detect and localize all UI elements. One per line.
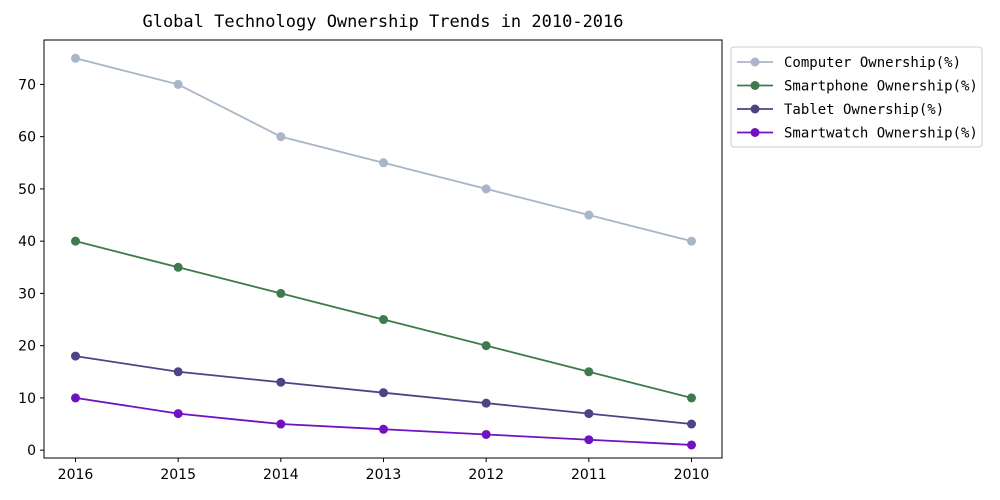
legend-item: Tablet Ownership(%) (737, 102, 944, 118)
legend: Computer Ownership(%) Smartphone Ownershi… (730, 46, 983, 148)
x-tick-label: 2010 (674, 467, 710, 483)
data-point (687, 440, 696, 450)
data-point (481, 184, 491, 194)
x-axis: 2016 2015 2014 2013 2012 2011 2010 (58, 458, 710, 483)
legend-marker (750, 57, 760, 67)
series-line (75, 397, 692, 446)
legend-item: Smartwatch Ownership(%) (737, 126, 978, 142)
data-point (173, 409, 183, 419)
data-point (481, 398, 491, 408)
y-tick-label: 60 (18, 130, 36, 146)
y-tick-label: 0 (27, 443, 36, 459)
legend-label: Smartphone Ownership(%) (784, 79, 978, 95)
data-point (276, 377, 286, 387)
series-2 (71, 236, 696, 403)
data-point (276, 419, 286, 429)
series-1 (71, 53, 696, 246)
chart-title: Global Technology Ownership Trends in 20… (142, 12, 624, 32)
data-point (276, 288, 286, 298)
x-tick-label: 2013 (366, 467, 402, 483)
data-point (481, 429, 491, 439)
series-4 (71, 393, 696, 450)
legend-label: Computer Ownership(%) (784, 55, 961, 71)
data-point (173, 367, 183, 377)
data-point (71, 351, 80, 361)
y-axis: 0 10 20 30 40 50 60 70 (18, 77, 44, 459)
x-tick-label: 2012 (468, 467, 504, 483)
data-point (276, 132, 286, 142)
legend-marker (750, 128, 760, 137)
data-point (481, 341, 491, 351)
data-point (71, 53, 80, 63)
legend-item: Computer Ownership(%) (737, 55, 961, 71)
data-point (379, 158, 388, 168)
y-tick-label: 20 (18, 339, 36, 355)
legend-marker (750, 81, 760, 90)
legend-label: Tablet Ownership(%) (784, 102, 944, 118)
data-point (379, 388, 388, 398)
y-tick-label: 40 (18, 234, 36, 250)
data-point (584, 367, 594, 377)
x-tick-label: 2016 (58, 467, 94, 483)
data-point (173, 262, 183, 272)
data-point (584, 435, 594, 445)
x-tick-label: 2015 (160, 467, 196, 483)
series-line (75, 57, 692, 243)
data-point (687, 393, 696, 403)
data-point (71, 236, 80, 246)
data-point (584, 210, 594, 220)
series-layer (71, 53, 696, 450)
data-point (584, 409, 594, 419)
legend-label: Smartwatch Ownership(%) (784, 126, 978, 142)
data-point (687, 419, 696, 429)
data-point (379, 315, 388, 325)
y-tick-label: 10 (18, 391, 36, 407)
x-tick-label: 2014 (263, 467, 299, 483)
data-point (687, 236, 696, 246)
data-point (71, 393, 80, 403)
x-tick-label: 2011 (571, 467, 607, 483)
series-3 (71, 351, 696, 429)
y-tick-label: 70 (18, 77, 36, 93)
data-point (173, 79, 183, 89)
y-tick-label: 50 (18, 182, 36, 198)
legend-marker (750, 104, 760, 114)
data-point (379, 424, 388, 434)
y-tick-label: 30 (18, 286, 36, 302)
legend-item: Smartphone Ownership(%) (737, 79, 978, 95)
legend-box (730, 46, 983, 148)
